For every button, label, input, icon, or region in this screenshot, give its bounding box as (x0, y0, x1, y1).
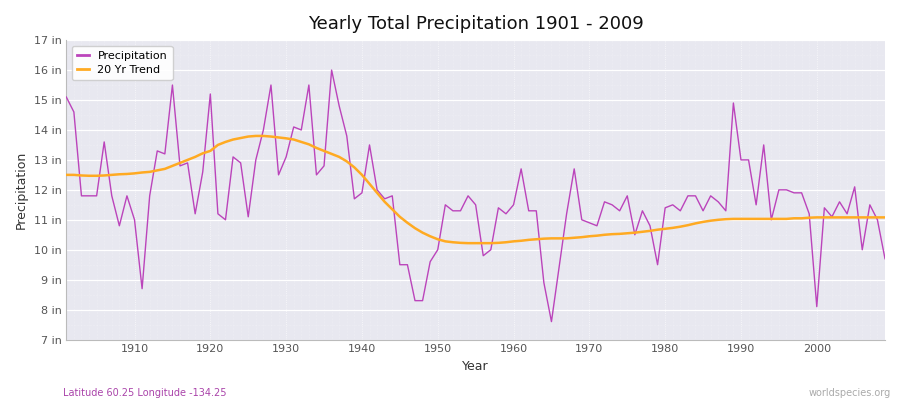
Precipitation (122, 194, 132, 198)
Y-axis label: Precipitation: Precipitation (15, 151, 28, 229)
20 Yr Trend (122, 172, 132, 176)
Title: Yearly Total Precipitation 1901 - 2009: Yearly Total Precipitation 1901 - 2009 (308, 15, 644, 33)
20 Yr Trend (879, 215, 890, 220)
Precipitation (879, 256, 890, 261)
Text: worldspecies.org: worldspecies.org (809, 388, 891, 398)
Precipitation (615, 208, 626, 213)
20 Yr Trend (523, 238, 534, 242)
Legend: Precipitation, 20 Yr Trend: Precipitation, 20 Yr Trend (72, 46, 173, 80)
Precipitation (61, 95, 72, 100)
20 Yr Trend (516, 238, 526, 243)
Precipitation (326, 68, 337, 72)
Precipitation (508, 202, 519, 207)
20 Yr Trend (250, 134, 261, 138)
Precipitation (341, 134, 352, 138)
20 Yr Trend (61, 172, 72, 177)
Precipitation (546, 319, 557, 324)
20 Yr Trend (615, 232, 626, 236)
Line: Precipitation: Precipitation (67, 70, 885, 322)
Precipitation (516, 166, 526, 171)
20 Yr Trend (463, 241, 473, 246)
20 Yr Trend (296, 140, 307, 144)
20 Yr Trend (341, 159, 352, 164)
Line: 20 Yr Trend: 20 Yr Trend (67, 136, 885, 243)
Text: Latitude 60.25 Longitude -134.25: Latitude 60.25 Longitude -134.25 (63, 388, 227, 398)
Precipitation (288, 124, 299, 129)
X-axis label: Year: Year (463, 360, 489, 373)
